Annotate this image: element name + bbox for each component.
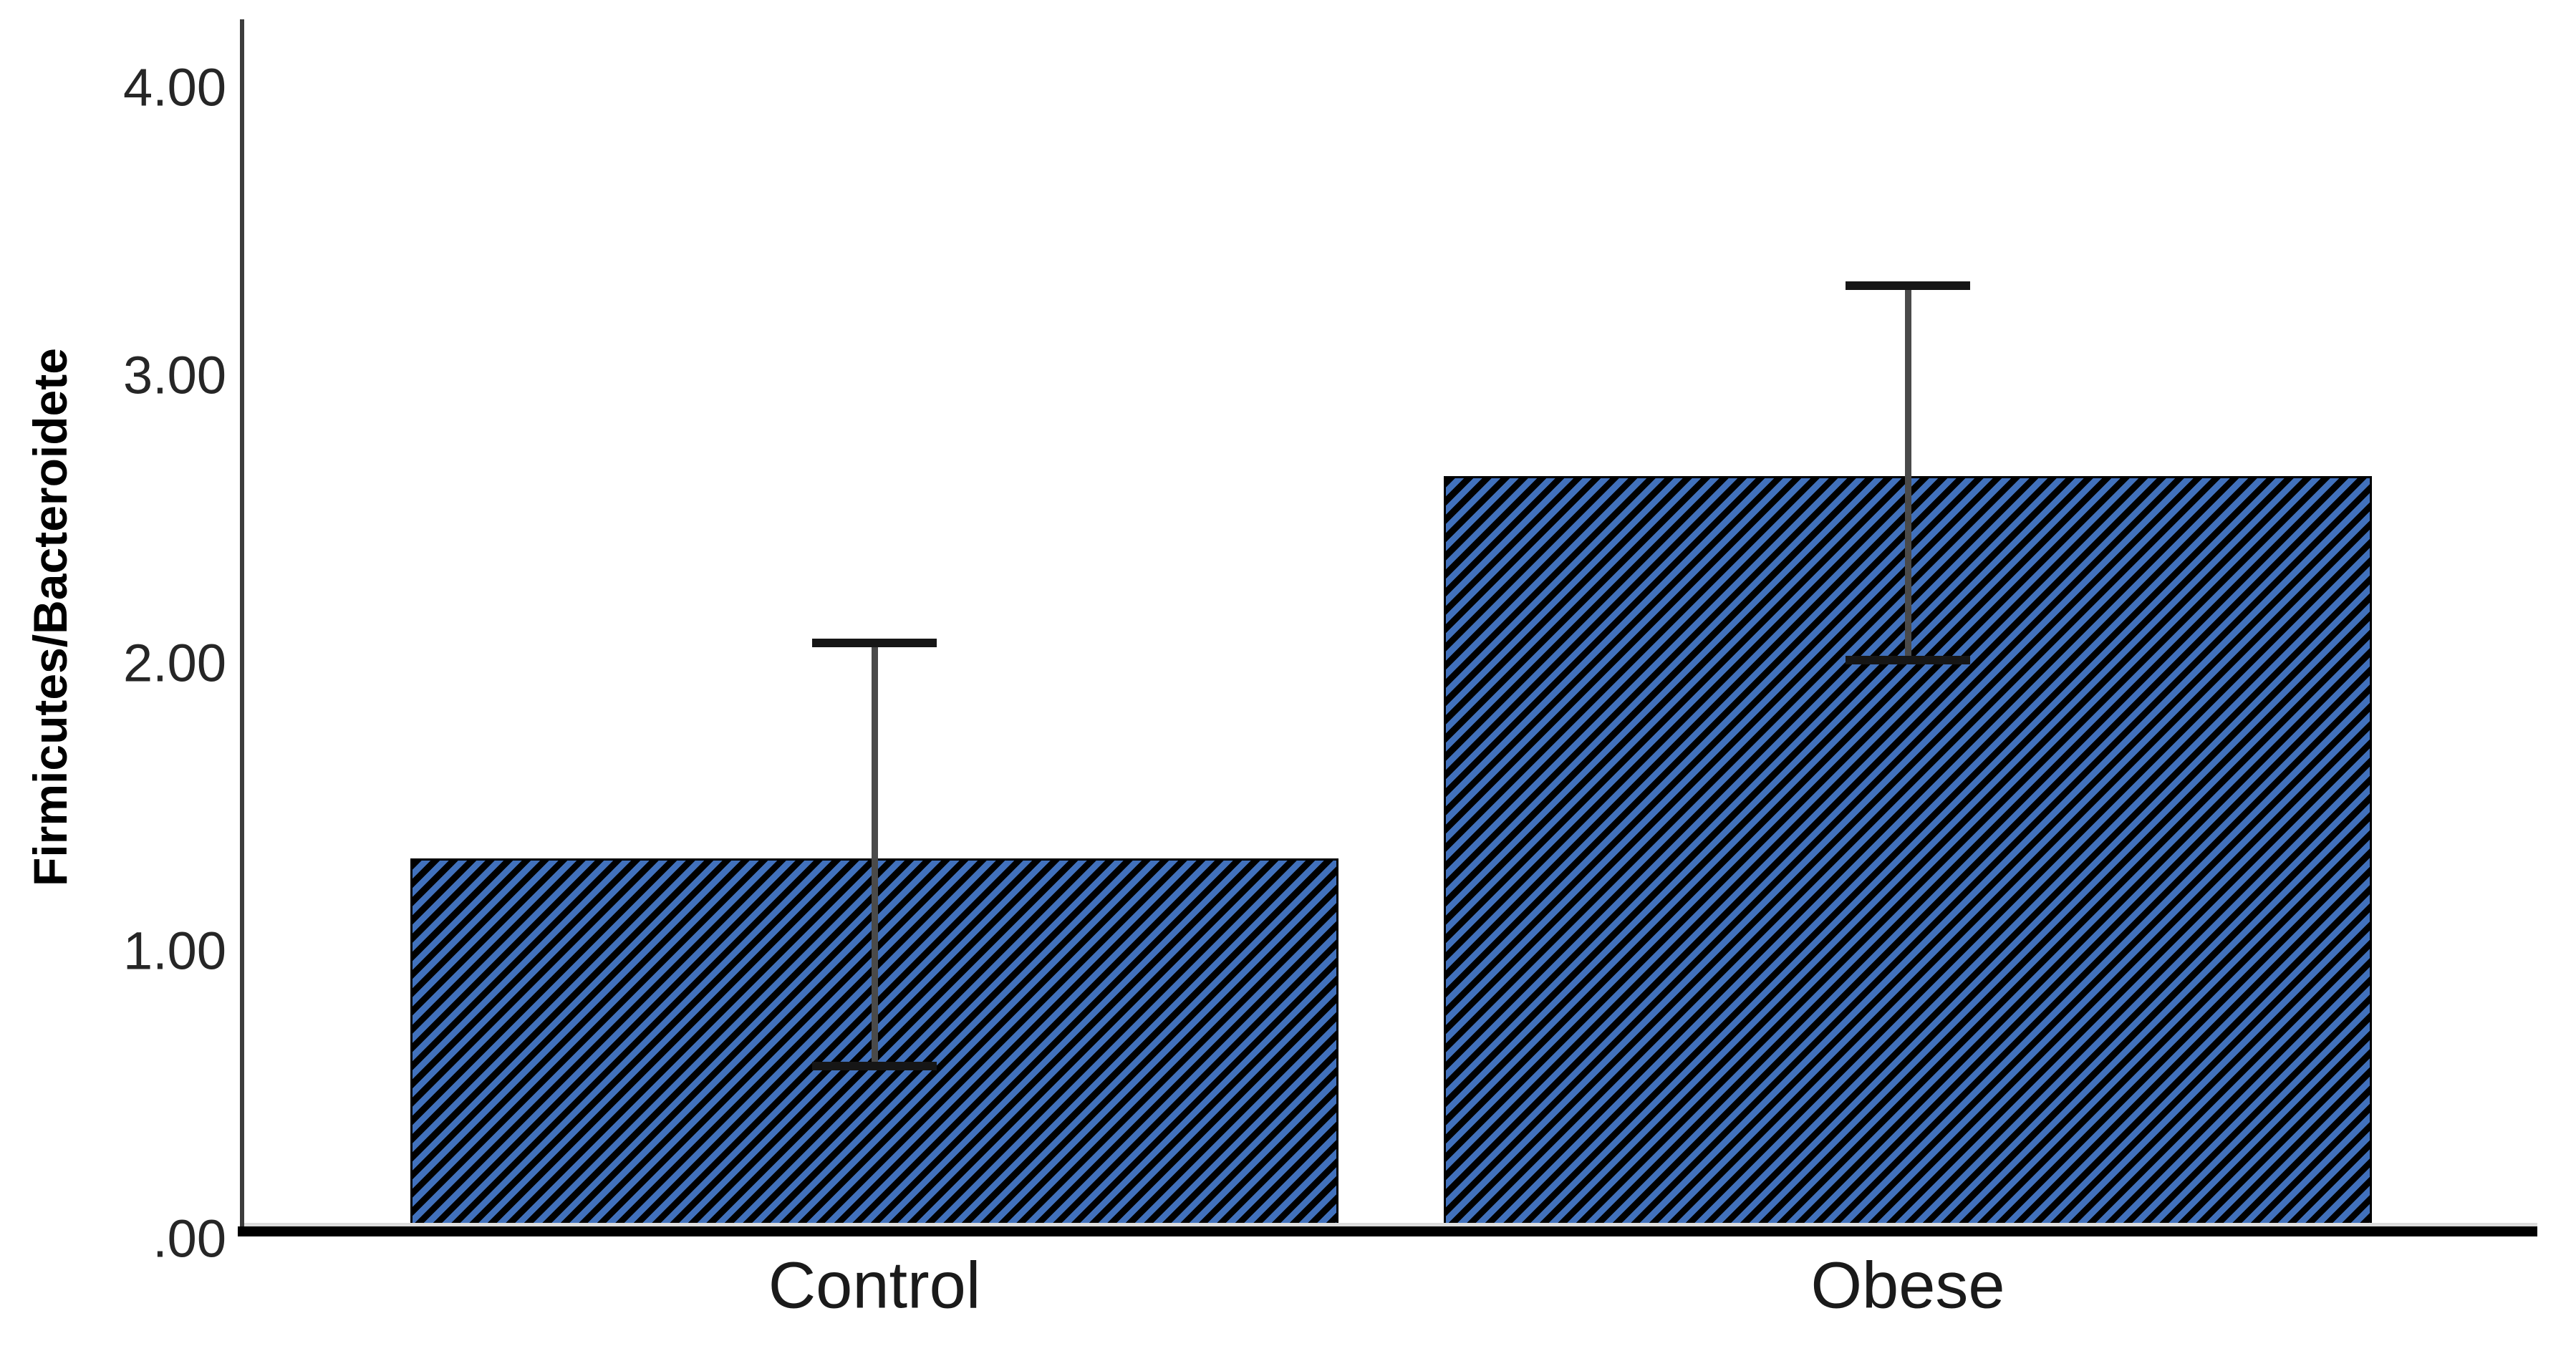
error-bar-cap-lower-control — [812, 1061, 937, 1070]
error-bar-line-control — [871, 642, 878, 1066]
x-category-label-control: Control — [768, 1249, 981, 1322]
x-axis-baseline — [238, 1226, 2537, 1236]
y-tick-label-1.00: 1.00 — [122, 921, 226, 981]
error-bar-cap-upper-control — [812, 638, 937, 647]
y-tick-label-4.00: 4.00 — [122, 57, 226, 117]
y-tick-label-3.00: 3.00 — [122, 345, 226, 405]
y-tick-label-.00: .00 — [153, 1209, 226, 1269]
error-bar-cap-upper-obese — [1846, 281, 1970, 291]
y-axis-title: Firmicutes/Bacteroidete — [24, 348, 77, 886]
error-bar-cap-lower-obese — [1846, 655, 1970, 664]
y-tick-label-2.00: 2.00 — [122, 633, 226, 693]
x-category-label-obese: Obese — [1810, 1249, 2005, 1322]
y-axis-line — [240, 19, 244, 1236]
plot-bottom-edge — [244, 1223, 2537, 1226]
error-bar-line-obese — [1904, 286, 1911, 660]
